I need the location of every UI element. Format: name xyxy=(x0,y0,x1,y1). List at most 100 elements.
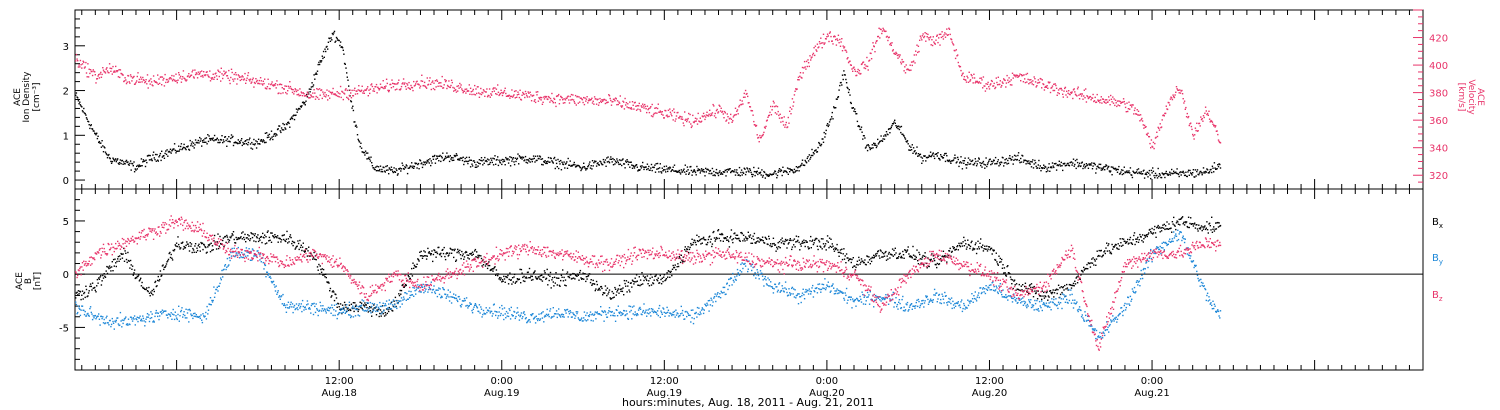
field-point-bx xyxy=(573,273,575,275)
velocity-point xyxy=(1156,135,1159,138)
density-point xyxy=(138,166,140,168)
field-point-bx xyxy=(730,229,733,231)
field-point-bx xyxy=(761,239,763,241)
velocity-point xyxy=(1127,108,1130,110)
velocity-point xyxy=(1070,92,1073,94)
density-point xyxy=(687,169,689,171)
field-point-bx xyxy=(589,281,592,284)
density-point xyxy=(882,138,884,140)
field-point-bx xyxy=(1103,251,1105,253)
density-point xyxy=(1194,176,1196,178)
density-point xyxy=(385,169,388,171)
velocity-point xyxy=(195,72,197,74)
velocity-point xyxy=(1137,114,1139,116)
density-point xyxy=(745,171,747,173)
density-point xyxy=(277,128,279,130)
field-point-bx xyxy=(439,254,441,256)
field-point-bx xyxy=(696,234,698,236)
density-point xyxy=(392,171,395,174)
velocity-point xyxy=(601,99,603,101)
density-point xyxy=(181,148,183,151)
field-point-bx xyxy=(1024,285,1026,288)
density-point xyxy=(1099,163,1102,166)
velocity-point xyxy=(448,86,451,88)
density-point xyxy=(889,132,891,134)
density-point xyxy=(369,158,371,160)
density-point xyxy=(885,135,887,137)
field-point-bx xyxy=(477,254,479,257)
field-point-bx xyxy=(655,274,657,276)
velocity-point xyxy=(1183,100,1186,102)
density-point xyxy=(1085,163,1088,165)
velocity-point xyxy=(736,110,738,112)
velocity-point xyxy=(780,121,782,123)
density-point xyxy=(915,152,917,154)
field-point-bx xyxy=(123,260,126,262)
velocity-point xyxy=(312,96,315,98)
field-point-bx xyxy=(401,284,403,287)
velocity-point xyxy=(341,91,344,93)
density-point xyxy=(1129,167,1132,169)
field-point-bx xyxy=(100,284,103,286)
field-point-bx xyxy=(1047,299,1049,301)
field-point-bx xyxy=(267,230,269,232)
density-point xyxy=(1008,157,1010,159)
density-point xyxy=(622,158,624,160)
velocity-point xyxy=(740,103,743,106)
velocity-point xyxy=(1164,112,1167,115)
density-point xyxy=(162,155,164,157)
velocity-point xyxy=(954,57,957,60)
velocity-point xyxy=(360,90,362,93)
field-point-bx xyxy=(486,267,489,270)
velocity-point xyxy=(390,87,393,89)
field-point-bx xyxy=(814,239,816,242)
velocity-point xyxy=(577,102,579,104)
field-point-bx xyxy=(207,246,209,248)
velocity-point xyxy=(1038,81,1041,83)
field-point-bx xyxy=(541,274,543,276)
field-point-bx xyxy=(992,249,994,251)
velocity-point xyxy=(1143,124,1146,127)
field-point-bx xyxy=(398,293,400,295)
velocity-point xyxy=(373,90,376,92)
field-point-bx xyxy=(198,243,200,245)
field-point-bx xyxy=(991,253,993,255)
density-point xyxy=(1211,171,1213,174)
velocity-point xyxy=(461,89,464,92)
density-point xyxy=(840,81,842,84)
density-point xyxy=(365,152,367,154)
density-point xyxy=(136,168,138,170)
density-point xyxy=(463,160,466,163)
field-point-bx xyxy=(432,260,434,263)
density-point xyxy=(1067,162,1069,165)
density-point xyxy=(197,139,199,142)
field-point-bx xyxy=(436,251,438,253)
velocity-point xyxy=(838,42,840,44)
velocity-point xyxy=(119,76,121,79)
density-point xyxy=(1181,171,1184,174)
field-point-bx xyxy=(322,268,325,271)
density-point xyxy=(417,163,419,166)
field-point-bx xyxy=(392,310,394,312)
density-point xyxy=(883,135,885,137)
velocity-point xyxy=(258,79,260,82)
field-point-bx xyxy=(801,240,804,243)
field-point-bx xyxy=(353,310,355,313)
velocity-point xyxy=(856,74,858,77)
velocity-point xyxy=(1093,100,1096,102)
density-point xyxy=(503,159,505,161)
velocity-point xyxy=(1176,88,1178,90)
density-point xyxy=(974,158,976,160)
field-point-bx xyxy=(967,239,969,241)
field-point-bx xyxy=(321,268,323,270)
velocity-point xyxy=(1013,74,1015,76)
density-tick-label: 0 xyxy=(63,176,69,187)
field-point-bx xyxy=(769,244,771,247)
field-point-bx xyxy=(361,307,363,310)
density-point xyxy=(870,147,873,150)
density-point xyxy=(673,170,675,172)
velocity-point xyxy=(482,92,484,94)
velocity-point xyxy=(136,80,138,82)
field-point-bx xyxy=(911,257,913,259)
density-point xyxy=(290,117,292,120)
